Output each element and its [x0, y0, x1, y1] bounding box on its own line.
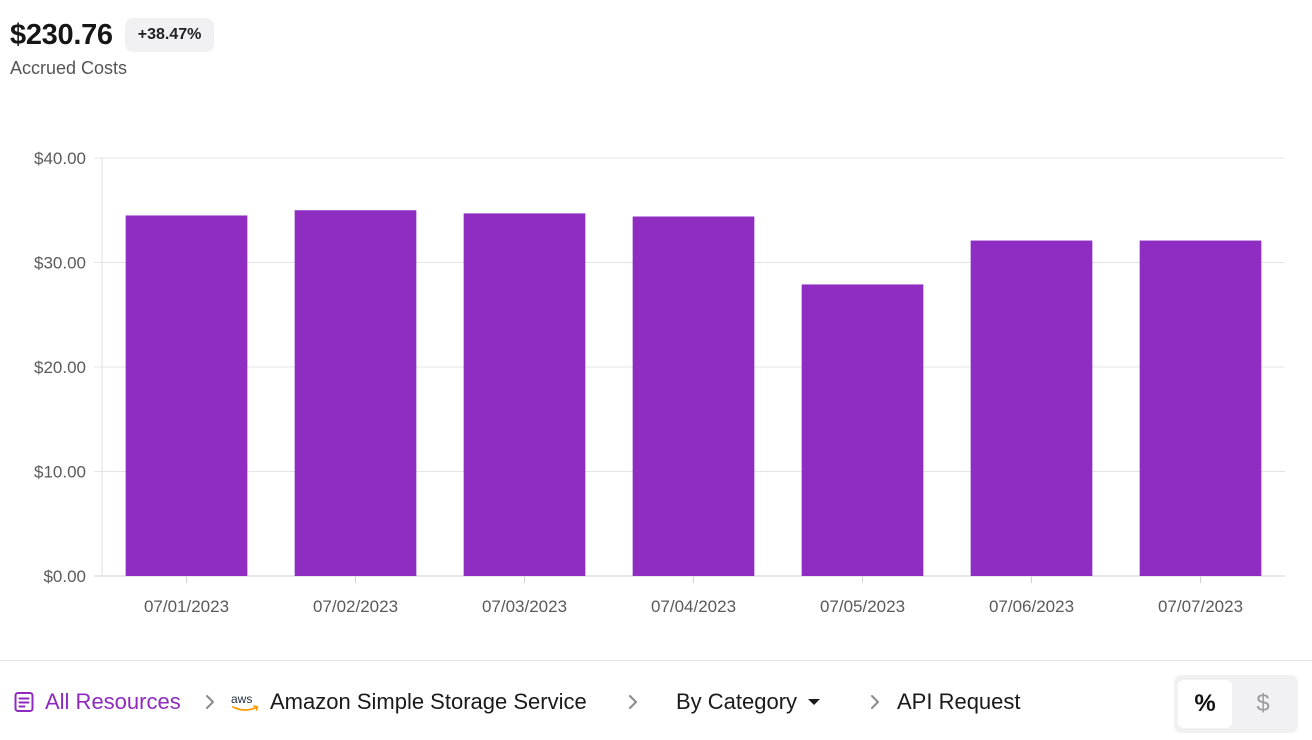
bar	[463, 213, 586, 576]
breadcrumb-category: API Request	[897, 689, 1021, 715]
breadcrumb-service[interactable]: aws Amazon Simple Storage Service	[230, 689, 587, 715]
category-name: API Request	[897, 689, 1021, 714]
bar	[970, 240, 1093, 576]
group-by-dropdown[interactable]: By Category	[676, 689, 821, 715]
chevron-right-icon	[629, 695, 637, 709]
all-resources-link[interactable]: All Resources	[45, 689, 181, 714]
svg-text:aws: aws	[231, 692, 252, 706]
change-badge: +38.47%	[124, 18, 215, 52]
daily-cost-bar-chart: $0.00 $10.00 $20.00 $30.00 $40.00 07/01/2023 0…	[34, 149, 1285, 616]
x-tick-label: 07/05/2023	[820, 597, 905, 616]
view-mode-toggle: % $	[1174, 675, 1298, 733]
aws-icon: aws	[231, 692, 259, 711]
bar	[632, 216, 755, 576]
total-row: $230.76 +38.47%	[10, 18, 215, 52]
bar	[125, 215, 248, 576]
x-tick-label: 07/03/2023	[482, 597, 567, 616]
bar	[801, 284, 924, 576]
cost-summary: $230.76 +38.47% Accrued Costs	[10, 18, 215, 79]
y-tick-label: $10.00	[34, 463, 86, 482]
document-list-icon	[14, 692, 34, 712]
chevron-right-icon	[206, 695, 214, 709]
percent-view-button[interactable]: %	[1178, 680, 1232, 728]
service-name[interactable]: Amazon Simple Storage Service	[270, 689, 587, 714]
bar	[1139, 240, 1262, 576]
bar	[294, 210, 417, 576]
x-tick-label: 07/01/2023	[144, 597, 229, 616]
breadcrumb-bar: All Resources aws Amazon Simple Storage …	[0, 660, 1312, 740]
accrued-costs-label: Accrued Costs	[10, 58, 128, 78]
chevron-right-icon	[871, 695, 879, 709]
group-by-label[interactable]: By Category	[676, 689, 798, 714]
y-tick-label: $20.00	[34, 358, 86, 377]
x-tick-label: 07/07/2023	[1158, 597, 1243, 616]
x-tick-label: 07/04/2023	[651, 597, 736, 616]
dollar-view-button[interactable]: $	[1256, 690, 1270, 717]
y-tick-label: $30.00	[34, 254, 86, 273]
y-tick-label: $0.00	[43, 567, 86, 586]
x-tick-label: 07/02/2023	[313, 597, 398, 616]
x-tick-label: 07/06/2023	[989, 597, 1074, 616]
accrued-total: $230.76	[10, 18, 113, 51]
y-tick-label: $40.00	[34, 149, 86, 168]
breadcrumb-all-resources[interactable]: All Resources	[12, 689, 181, 715]
caret-down-icon	[808, 699, 821, 705]
